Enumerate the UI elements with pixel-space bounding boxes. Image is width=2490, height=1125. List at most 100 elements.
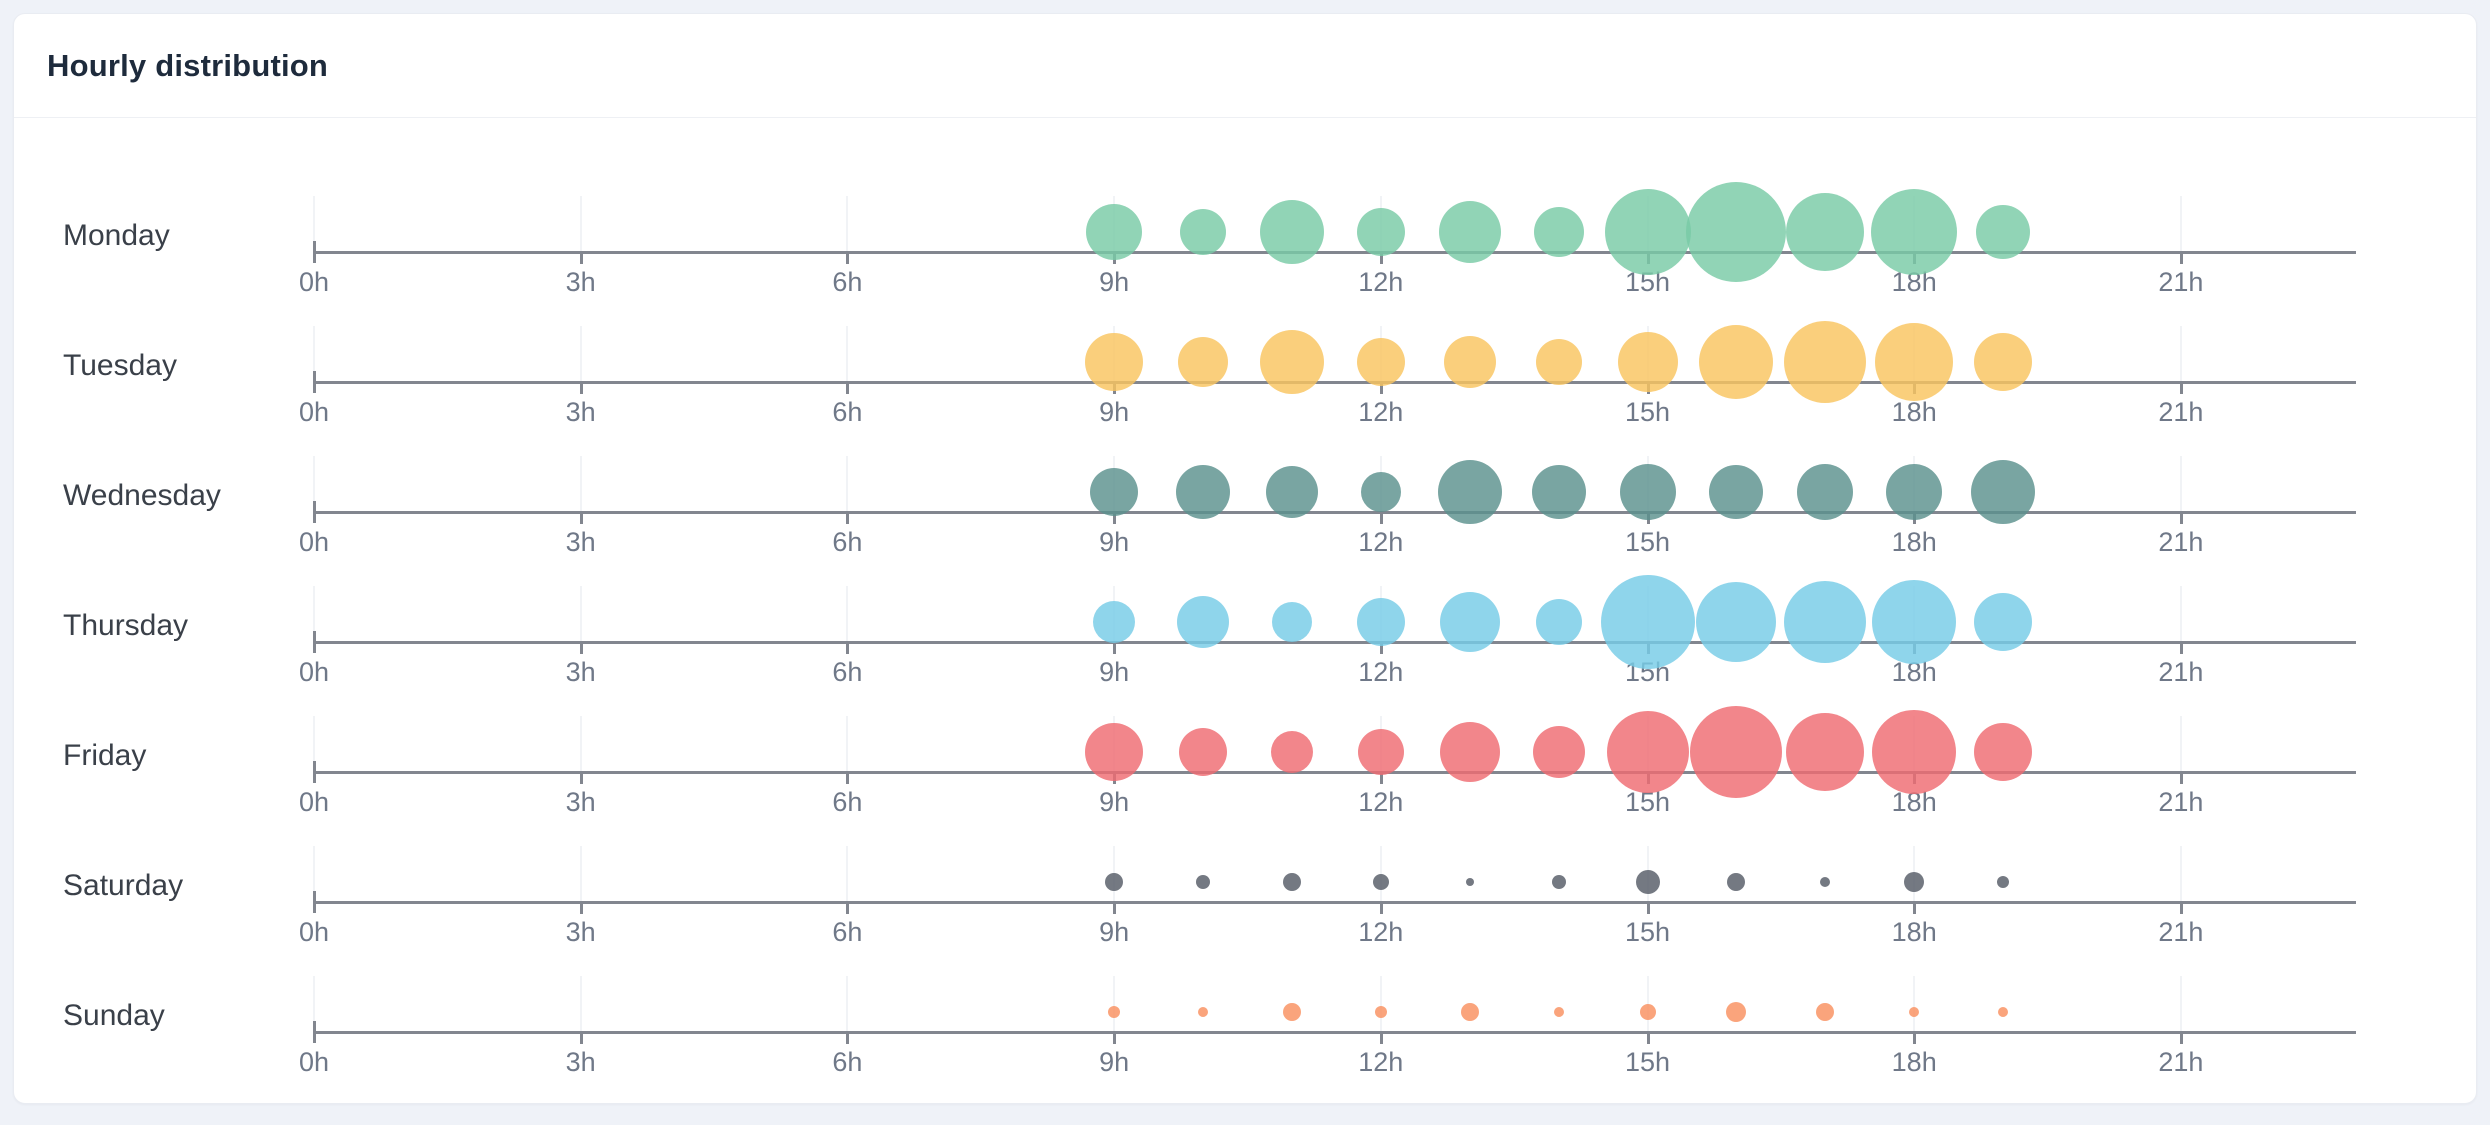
bubble-thursday-10h[interactable] [1177,596,1229,648]
bubble-monday-13h[interactable] [1438,201,1501,263]
x-axis-endcap [313,761,316,783]
bubble-sunday-10h[interactable] [1198,1007,1208,1017]
bubble-thursday-19h[interactable] [1974,593,2033,651]
bubble-monday-11h[interactable] [1259,200,1324,264]
bubble-saturday-14h[interactable] [1551,875,1566,889]
x-axis-tick-label: 0h [298,527,330,557]
bubble-wednesday-19h[interactable] [1971,460,2036,524]
bubble-wednesday-15h[interactable] [1619,464,1676,520]
grid-line [313,326,315,382]
bubble-saturday-12h[interactable] [1372,874,1389,890]
bubble-sunday-17h[interactable] [1816,1003,1835,1021]
bubble-monday-18h[interactable] [1871,189,1958,275]
x-axis-tick [2179,512,2183,524]
bubble-saturday-19h[interactable] [1997,876,2010,888]
bubble-tuesday-19h[interactable] [1974,333,2033,391]
bubble-tuesday-16h[interactable] [1699,325,1774,399]
x-axis-tick-label: 9h [1099,787,1130,817]
x-axis-line [314,251,2356,254]
bubble-friday-10h[interactable] [1179,728,1227,776]
bubble-tuesday-11h[interactable] [1259,330,1324,394]
bubble-thursday-14h[interactable] [1535,599,1582,645]
bubble-wednesday-16h[interactable] [1709,465,1764,519]
x-axis-tick-label: 6h [832,1047,863,1077]
bubble-thursday-9h[interactable] [1093,601,1136,643]
bubble-sunday-13h[interactable] [1460,1003,1479,1021]
x-axis-tick-label: 3h [565,1047,596,1077]
bubble-wednesday-12h[interactable] [1360,472,1401,512]
x-axis-tick [1113,1032,1117,1044]
bubble-friday-13h[interactable] [1439,722,1500,782]
x-axis-tick [1379,512,1383,524]
bubble-tuesday-17h[interactable] [1784,321,1867,403]
bubble-saturday-10h[interactable] [1196,875,1210,889]
bubble-wednesday-10h[interactable] [1176,465,1230,519]
bubble-monday-16h[interactable] [1686,182,1787,282]
bubble-tuesday-18h[interactable] [1875,323,1954,401]
bubble-sunday-11h[interactable] [1282,1003,1301,1021]
bubble-saturday-11h[interactable] [1282,873,1301,891]
bubble-monday-15h[interactable] [1604,189,1691,275]
x-axis-tick-label: 12h [1358,1047,1404,1077]
bubble-monday-17h[interactable] [1786,193,1865,271]
x-axis-tick-label: 15h [1624,527,1671,557]
bubble-friday-11h[interactable] [1270,731,1313,773]
bubble-friday-19h[interactable] [1974,723,2033,781]
bubble-wednesday-13h[interactable] [1437,460,1502,524]
x-axis-tick-label: 15h [1624,1047,1671,1077]
x-axis-tick [2179,382,2183,394]
bubble-saturday-16h[interactable] [1727,873,1746,891]
bubble-tuesday-13h[interactable] [1443,336,1496,388]
bubble-wednesday-14h[interactable] [1531,465,1586,519]
bubble-sunday-19h[interactable] [1998,1007,2009,1017]
bubble-monday-14h[interactable] [1533,207,1584,257]
bubble-tuesday-12h[interactable] [1356,338,1405,386]
bubble-friday-12h[interactable] [1357,729,1404,775]
bubble-saturday-18h[interactable] [1904,872,1925,892]
bubble-tuesday-10h[interactable] [1178,337,1228,387]
x-axis-tick-label: 9h [1099,397,1130,427]
bubble-sunday-15h[interactable] [1639,1004,1656,1020]
grid-line [846,326,849,382]
bubble-wednesday-11h[interactable] [1265,466,1318,518]
bubble-sunday-12h[interactable] [1374,1006,1387,1018]
bubble-thursday-16h[interactable] [1696,582,1777,662]
bubble-sunday-18h[interactable] [1909,1007,1920,1017]
bubble-saturday-13h[interactable] [1465,878,1474,886]
bubble-monday-12h[interactable] [1356,208,1405,256]
bubble-saturday-9h[interactable] [1105,873,1124,891]
bubble-monday-19h[interactable] [1976,205,2031,259]
bubble-friday-16h[interactable] [1690,706,1783,798]
bubble-friday-15h[interactable] [1606,711,1689,793]
x-axis-tick [1379,772,1383,784]
bubble-saturday-15h[interactable] [1635,870,1660,894]
bubble-wednesday-17h[interactable] [1797,464,1854,520]
bubble-tuesday-9h[interactable] [1085,333,1144,391]
bubble-sunday-16h[interactable] [1726,1002,1747,1022]
bubble-thursday-13h[interactable] [1439,592,1500,652]
bubble-friday-14h[interactable] [1532,726,1585,778]
bubble-wednesday-18h[interactable] [1886,464,1943,520]
bubble-saturday-17h[interactable] [1820,877,1831,887]
bubble-wednesday-9h[interactable] [1090,468,1139,516]
grid-line [579,326,582,382]
bubble-thursday-15h[interactable] [1600,575,1695,669]
bubble-thursday-11h[interactable] [1271,602,1312,642]
bubble-friday-9h[interactable] [1085,723,1144,781]
bubble-sunday-9h[interactable] [1108,1006,1121,1018]
x-axis-line [314,1031,2356,1034]
bubble-thursday-18h[interactable] [1872,580,1957,664]
x-axis-tick-label: 21h [2158,917,2204,947]
x-axis-tick-label: 21h [2158,657,2204,687]
bubble-tuesday-14h[interactable] [1535,339,1582,385]
bubble-monday-9h[interactable] [1086,204,1143,260]
bubble-sunday-14h[interactable] [1553,1007,1564,1017]
bubble-friday-18h[interactable] [1872,710,1957,794]
bubble-thursday-12h[interactable] [1356,598,1405,646]
bubble-friday-17h[interactable] [1786,713,1865,791]
bubble-tuesday-15h[interactable] [1617,332,1678,392]
bubble-monday-10h[interactable] [1180,209,1226,255]
bubble-thursday-17h[interactable] [1784,581,1867,663]
x-axis-tick-label: 0h [298,267,330,297]
grid-line [2179,716,2182,772]
